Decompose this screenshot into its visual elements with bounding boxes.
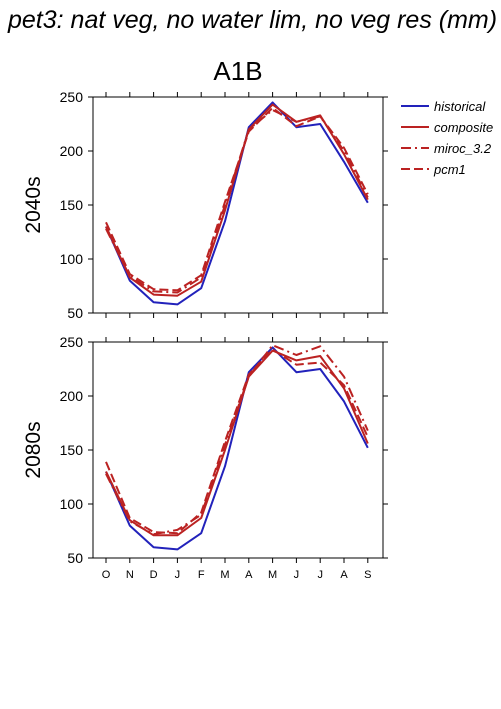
x-tick-label: F	[198, 569, 205, 581]
y-tick-label: 150	[60, 442, 84, 458]
y-tick-label: 250	[60, 334, 84, 350]
x-tick-label: N	[126, 569, 134, 581]
series-line-composite	[105, 103, 369, 297]
y-tick-label: 50	[67, 305, 83, 321]
x-tick-label: J	[317, 569, 323, 581]
x-tick-label: J	[294, 569, 300, 581]
legend-entry: historical	[434, 99, 486, 114]
series-line-historical	[105, 101, 369, 306]
x-tick-label: M	[220, 569, 229, 581]
panel-2080s: 50 100 150 200 250 O N D J F M A M J J A S 2080s	[22, 334, 388, 581]
x-tick-label: A	[245, 569, 253, 581]
panel-2040s: 50 100 150 200 250 2040s	[22, 89, 388, 321]
series-line-miroc-3-2	[105, 344, 369, 536]
series-line-composite	[105, 349, 369, 537]
figure-title: pet3: nat veg, no water lim, no veg res …	[7, 6, 497, 34]
panel-row-label: 2080s	[22, 421, 45, 478]
y-tick-label: 100	[60, 496, 84, 512]
series-line-pcm1	[105, 106, 369, 292]
x-tick-label: D	[150, 569, 158, 581]
y-tick-label: 200	[60, 143, 84, 159]
x-tick-label: J	[175, 569, 181, 581]
series-line-historical	[105, 346, 369, 551]
scenario-label: A1B	[213, 56, 262, 86]
y-tick-label: 250	[60, 89, 84, 105]
legend: historical composite miroc_3.2 pcm1	[401, 99, 493, 177]
x-tick-label: M	[268, 569, 277, 581]
legend-entry: miroc_3.2	[434, 141, 492, 156]
panel-row-label: 2040s	[22, 176, 45, 233]
x-tick-label: O	[102, 569, 111, 581]
legend-entry: pcm1	[433, 162, 466, 177]
y-tick-label: 100	[60, 251, 84, 267]
legend-entry: composite	[434, 120, 493, 135]
y-tick-label: 150	[60, 197, 84, 213]
x-tick-label: S	[364, 569, 371, 581]
y-tick-label: 200	[60, 388, 84, 404]
y-tick-label: 50	[67, 550, 83, 566]
x-tick-label: A	[340, 569, 348, 581]
series-line-pcm1	[105, 348, 369, 535]
